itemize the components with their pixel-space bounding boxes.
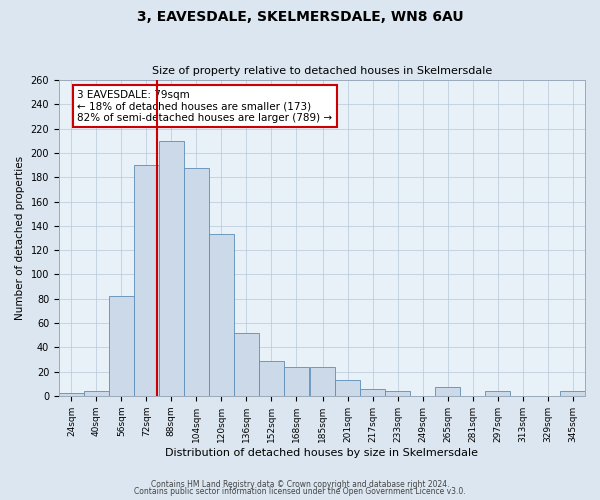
- Bar: [310, 366, 335, 396]
- Bar: [109, 296, 134, 396]
- Bar: [134, 165, 159, 396]
- Y-axis label: Number of detached properties: Number of detached properties: [15, 156, 25, 320]
- Bar: [485, 391, 510, 396]
- X-axis label: Distribution of detached houses by size in Skelmersdale: Distribution of detached houses by size …: [166, 448, 478, 458]
- Text: 3, EAVESDALE, SKELMERSDALE, WN8 6AU: 3, EAVESDALE, SKELMERSDALE, WN8 6AU: [137, 10, 463, 24]
- Bar: [234, 332, 259, 396]
- Text: Contains public sector information licensed under the Open Government Licence v3: Contains public sector information licen…: [134, 487, 466, 496]
- Bar: [209, 234, 234, 396]
- Bar: [360, 388, 385, 396]
- Text: Contains HM Land Registry data © Crown copyright and database right 2024.: Contains HM Land Registry data © Crown c…: [151, 480, 449, 489]
- Bar: [435, 388, 460, 396]
- Bar: [335, 380, 360, 396]
- Bar: [184, 168, 209, 396]
- Bar: [59, 394, 84, 396]
- Text: 3 EAVESDALE: 79sqm
← 18% of detached houses are smaller (173)
82% of semi-detach: 3 EAVESDALE: 79sqm ← 18% of detached hou…: [77, 90, 332, 122]
- Bar: [84, 391, 109, 396]
- Title: Size of property relative to detached houses in Skelmersdale: Size of property relative to detached ho…: [152, 66, 492, 76]
- Bar: [385, 391, 410, 396]
- Bar: [159, 141, 184, 396]
- Bar: [560, 391, 585, 396]
- Bar: [284, 366, 308, 396]
- Bar: [259, 360, 284, 396]
